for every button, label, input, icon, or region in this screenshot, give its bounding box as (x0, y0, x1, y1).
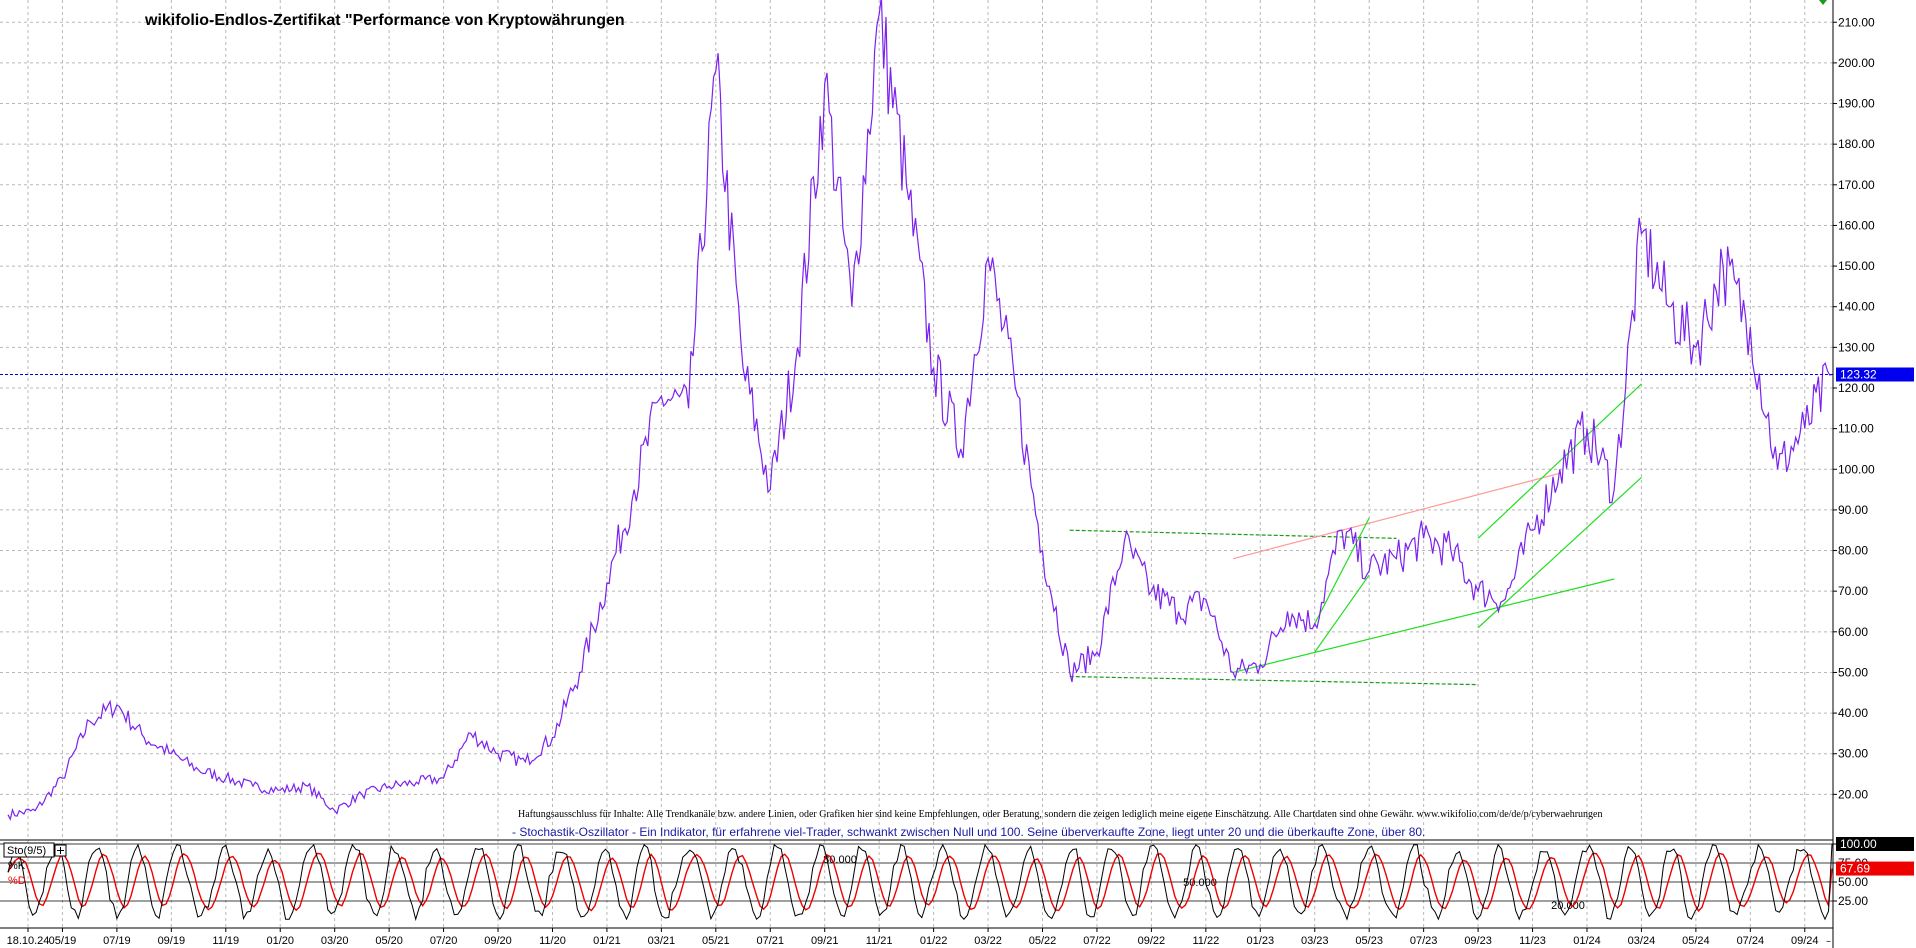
x-grid (27, 0, 1806, 928)
y-tick-label: 140.00 (1838, 300, 1875, 314)
x-tick-label: 05/24 (1682, 935, 1710, 947)
x-tick-label: 11/21 (866, 935, 893, 947)
x-tick-label: 05/22 (1029, 935, 1057, 947)
x-tick-label: 01/24 (1573, 935, 1601, 947)
stochastic-d-line (7, 852, 1833, 913)
y-tick-label: 40.00 (1838, 706, 1868, 720)
x-tick-label: 09/22 (1138, 935, 1166, 947)
x-tick-label: 01/20 (266, 935, 294, 947)
stochastic-k-value: 100.00 (1840, 837, 1877, 851)
x-tick-label: 09/24 (1791, 935, 1819, 947)
y-tick-label: 210.00 (1838, 15, 1875, 29)
legend-d: %D (8, 875, 26, 887)
chart-title: wikifolio-Endlos-Zertifikat "Performance… (144, 12, 625, 29)
x-tick-label: 01/23 (1247, 935, 1275, 947)
trendline (1314, 517, 1370, 624)
y-tick-label: 20.00 (1838, 787, 1868, 801)
osc-tick-label: 50.00 (1838, 875, 1868, 889)
top-marker-icon (1819, 0, 1827, 5)
y-tick-label: 200.00 (1838, 56, 1875, 70)
oscillator-name-box (3, 842, 55, 858)
osc-tick-label: 25.00 (1838, 894, 1868, 908)
x-axis-labels: 18.10.24 05/19 07/19 09/19 11/19 01/20 03/20 05… (7, 928, 1819, 947)
x-tick-label: 03/22 (974, 935, 1002, 947)
x-tick-label: 03/20 (321, 935, 349, 947)
x-tick-label: 18.10.24 (7, 935, 50, 947)
y-tick-label: 90.00 (1838, 503, 1868, 517)
osc-level-label: 80.000 (823, 854, 857, 866)
disclaimer-text: Haftungsausschluss für Inhalte: Alle Tre… (518, 809, 1603, 820)
y-tick-label: 130.00 (1838, 340, 1875, 354)
y-tick-label: 30.00 (1838, 747, 1868, 761)
stochastic-d-badge (1836, 861, 1914, 876)
x-tick-label: 05/19 (49, 935, 77, 947)
stochastic-d-value: 67.69 (1840, 862, 1870, 876)
x-tick-label: 03/21 (648, 935, 676, 947)
x-tick-label: 07/24 (1737, 935, 1765, 947)
y-tick-label: 100.00 (1838, 462, 1875, 476)
y-tick-label: 60.00 (1838, 625, 1868, 639)
expand-icon[interactable] (54, 844, 67, 857)
x-tick-label: 09/23 (1464, 935, 1492, 947)
last-value-label: 123.32 (1840, 367, 1877, 381)
x-tick-label: 11/19 (212, 935, 239, 947)
trendlines (1069, 383, 1642, 686)
x-tick-label: 07/21 (757, 935, 785, 947)
stochastic-k-badge (1836, 837, 1914, 851)
x-tick-label: 11/23 (1519, 935, 1546, 947)
trendline (1069, 529, 1397, 539)
trendline (1069, 675, 1479, 686)
x-tick-label: 05/23 (1355, 935, 1383, 947)
y-tick-label: 70.00 (1838, 584, 1868, 598)
x-tick-label: 09/21 (811, 935, 839, 947)
x-tick-label: 07/22 (1083, 935, 1111, 947)
stochastic-k-line (7, 843, 1833, 922)
trendline (1477, 476, 1642, 629)
y-tick-label: 50.00 (1838, 665, 1868, 679)
legend-k: %K (8, 860, 26, 872)
main-plot-frame (0, 0, 1833, 838)
y-axis: 210.00 200.00 190.00 180.00 170.00 160.00 150.… (1833, 15, 1875, 801)
y-tick-label: 180.00 (1838, 137, 1875, 151)
trendline (1232, 472, 1560, 560)
oscillator-name: Sto(9/5) (7, 845, 46, 857)
oscillator-grid (0, 843, 1833, 902)
x-tick-label: 09/20 (484, 935, 512, 947)
x-tick-label: 01/21 (593, 935, 621, 947)
scroll-marker-icon[interactable]: – (1826, 936, 1831, 947)
x-tick-label: 07/23 (1410, 935, 1438, 947)
x-tick-label: 03/23 (1301, 935, 1329, 947)
y-tick-label: 190.00 (1838, 97, 1875, 111)
last-value-badge (1836, 367, 1914, 382)
x-tick-label: 07/20 (430, 935, 458, 947)
trendline (1477, 383, 1642, 539)
y-tick-label: 150.00 (1838, 259, 1875, 273)
y-tick-label: 170.00 (1838, 178, 1875, 192)
x-tick-label: 05/21 (702, 935, 730, 947)
trendline (1314, 574, 1370, 653)
y-tick-label: 160.00 (1838, 218, 1875, 232)
x-tick-label: 11/22 (1192, 935, 1219, 947)
x-tick-label: 01/22 (920, 935, 948, 947)
x-tick-label: 11/20 (539, 935, 566, 947)
trendline (1232, 578, 1615, 674)
osc-level-label: 50.000 (1183, 877, 1217, 889)
y-tick-label: 80.00 (1838, 544, 1868, 558)
price-line (7, 0, 1833, 821)
y-tick-label: 120.00 (1838, 381, 1875, 395)
x-tick-label: 05/20 (375, 935, 403, 947)
x-tick-label: 09/19 (158, 935, 186, 947)
oscillator-description: - Stochastik-Oszillator - Ein Indikator,… (512, 825, 1425, 839)
x-tick-label: 07/19 (103, 935, 131, 947)
x-tick-label: 03/24 (1628, 935, 1656, 947)
y-tick-label: 110.00 (1838, 422, 1874, 436)
